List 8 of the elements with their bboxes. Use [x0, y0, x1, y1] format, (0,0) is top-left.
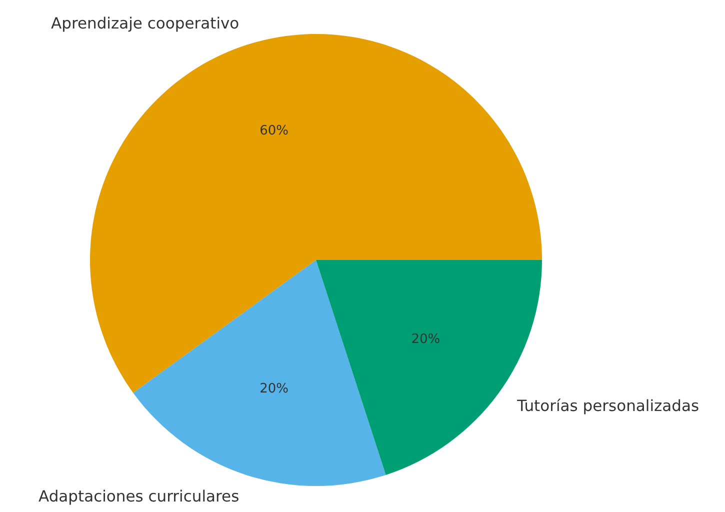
slice-label: Aprendizaje cooperativo — [51, 14, 240, 33]
slice-label: Adaptaciones curriculares — [38, 487, 240, 506]
data-label: 60% — [260, 124, 289, 139]
pie-slice — [133, 260, 386, 486]
data-label: 20% — [260, 381, 289, 396]
slice-label: Tutorías personalizadas — [516, 397, 700, 416]
data-label: 20% — [411, 332, 440, 348]
pie-slice — [90, 34, 542, 393]
